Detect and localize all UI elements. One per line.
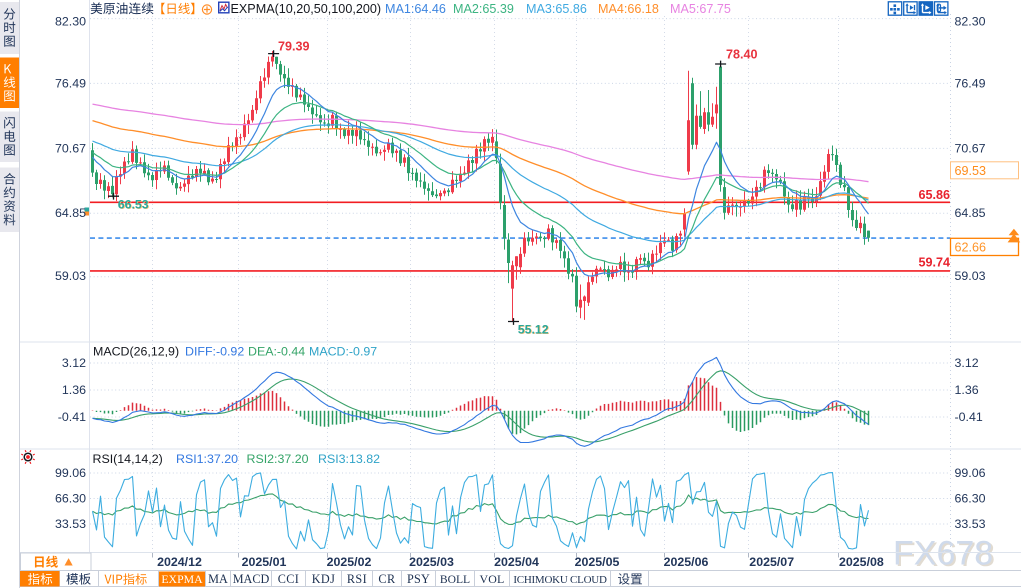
svg-text:DIFF:-0.92: DIFF:-0.92 bbox=[185, 344, 244, 358]
svg-text:82.30: 82.30 bbox=[955, 15, 986, 29]
svg-text:MACD:-0.97: MACD:-0.97 bbox=[309, 344, 377, 358]
svg-text:59.03: 59.03 bbox=[55, 269, 86, 283]
svg-text:64.85: 64.85 bbox=[955, 206, 986, 220]
svg-text:EXPMA(10,20,50,100,200): EXPMA(10,20,50,100,200) bbox=[231, 2, 382, 16]
svg-text:RSI(14,14,2): RSI(14,14,2) bbox=[93, 452, 163, 466]
svg-text:1.36: 1.36 bbox=[62, 383, 86, 397]
svg-text:-0.41: -0.41 bbox=[955, 410, 983, 424]
svg-text:CCI: CCI bbox=[278, 572, 300, 586]
svg-text:79.39: 79.39 bbox=[278, 40, 310, 54]
svg-text:MA3:65.86: MA3:65.86 bbox=[526, 2, 587, 16]
svg-text:66.53: 66.53 bbox=[118, 197, 149, 211]
svg-text:RSI: RSI bbox=[347, 572, 367, 586]
svg-text:MA: MA bbox=[208, 572, 228, 586]
svg-text:BOLL: BOLL bbox=[440, 573, 470, 586]
svg-text:78.40: 78.40 bbox=[726, 48, 758, 62]
svg-text:99.06: 99.06 bbox=[955, 466, 986, 480]
svg-text:3.12: 3.12 bbox=[955, 356, 979, 370]
svg-text:2025/04: 2025/04 bbox=[494, 555, 539, 569]
svg-text:FX678: FX678 bbox=[895, 536, 995, 574]
svg-text:33.53: 33.53 bbox=[55, 517, 86, 531]
svg-text:MA5:67.75: MA5:67.75 bbox=[670, 2, 731, 16]
svg-text:2025/06: 2025/06 bbox=[664, 555, 709, 569]
svg-text:55.12: 55.12 bbox=[518, 322, 549, 336]
svg-text:70.67: 70.67 bbox=[955, 142, 986, 156]
svg-text:66.30: 66.30 bbox=[55, 492, 86, 506]
svg-text:PSY: PSY bbox=[407, 572, 430, 586]
svg-text:VOL: VOL bbox=[479, 572, 504, 586]
svg-text:2025/01: 2025/01 bbox=[242, 555, 287, 569]
svg-text:59.03: 59.03 bbox=[955, 269, 986, 283]
svg-text:69.53: 69.53 bbox=[955, 164, 987, 178]
svg-text:FX678: FX678 bbox=[893, 535, 993, 573]
svg-text:MA2:65.39: MA2:65.39 bbox=[453, 2, 514, 16]
svg-text:2025/07: 2025/07 bbox=[749, 555, 794, 569]
svg-text:66.53: 66.53 bbox=[119, 198, 150, 212]
svg-text:64.85: 64.85 bbox=[55, 206, 86, 220]
svg-text:CR: CR bbox=[378, 572, 396, 586]
svg-text:MACD: MACD bbox=[233, 572, 270, 586]
svg-text:MA4:66.18: MA4:66.18 bbox=[598, 2, 659, 16]
svg-text:ICHIMOKU CLOUD: ICHIMOKU CLOUD bbox=[513, 574, 607, 586]
svg-text:2025/05: 2025/05 bbox=[575, 555, 620, 569]
svg-text:76.49: 76.49 bbox=[955, 77, 986, 91]
svg-text:55.12: 55.12 bbox=[519, 323, 550, 337]
svg-text:RSI3:13.82: RSI3:13.82 bbox=[318, 452, 380, 466]
svg-text:59.74: 59.74 bbox=[918, 256, 950, 270]
svg-text:2025/08: 2025/08 bbox=[839, 555, 884, 569]
svg-text:MA1:64.46: MA1:64.46 bbox=[385, 2, 446, 16]
svg-text:66.30: 66.30 bbox=[955, 492, 986, 506]
svg-text:76.49: 76.49 bbox=[55, 77, 86, 91]
svg-text:EXPMA: EXPMA bbox=[161, 572, 203, 586]
svg-text:2025/03: 2025/03 bbox=[409, 555, 454, 569]
svg-text:62.66: 62.66 bbox=[955, 240, 987, 254]
svg-text:70.67: 70.67 bbox=[55, 142, 86, 156]
svg-text:33.53: 33.53 bbox=[955, 517, 986, 531]
svg-text:82.30: 82.30 bbox=[55, 15, 86, 29]
svg-text:2024/12: 2024/12 bbox=[157, 555, 202, 569]
svg-text:1.36: 1.36 bbox=[955, 383, 979, 397]
svg-text:65.86: 65.86 bbox=[918, 188, 950, 202]
svg-text:RSI2:37.20: RSI2:37.20 bbox=[247, 452, 309, 466]
svg-text:KDJ: KDJ bbox=[312, 572, 336, 586]
svg-text:2025/02: 2025/02 bbox=[327, 555, 372, 569]
svg-text:MACD(26,12,9): MACD(26,12,9) bbox=[93, 344, 179, 358]
svg-text:RSI1:37.20: RSI1:37.20 bbox=[176, 452, 238, 466]
svg-text:-0.41: -0.41 bbox=[58, 410, 86, 424]
svg-text:99.06: 99.06 bbox=[55, 466, 86, 480]
svg-text:3.12: 3.12 bbox=[62, 356, 86, 370]
svg-text:DEA:-0.44: DEA:-0.44 bbox=[248, 344, 305, 358]
